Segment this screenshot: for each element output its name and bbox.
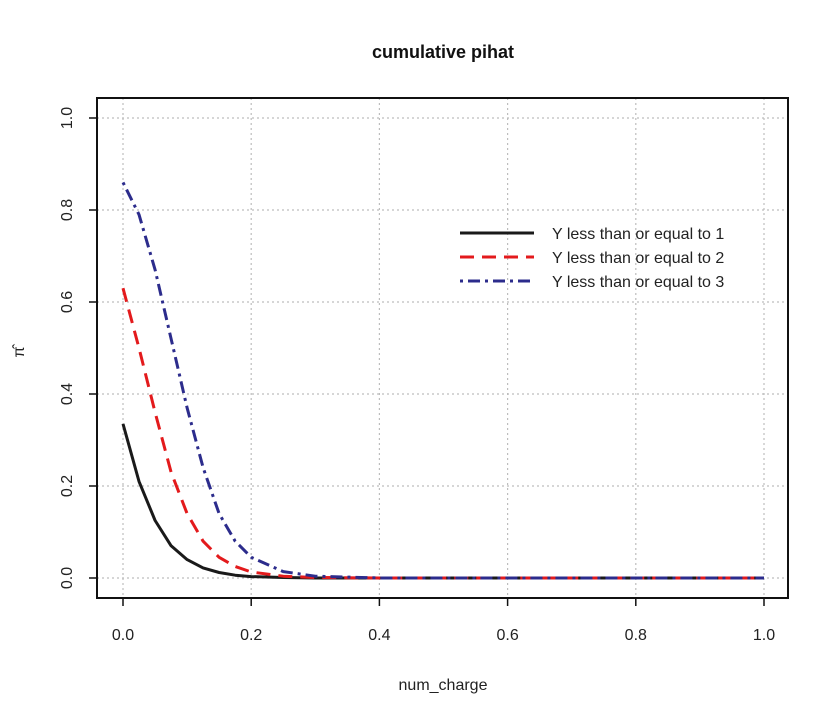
series-line-2: [121, 287, 764, 580]
x-tick-label: 0.6: [496, 627, 518, 644]
series-line-3: [121, 181, 764, 580]
x-tick-label: 0.0: [112, 627, 134, 644]
y-tick-label: 0.2: [59, 475, 76, 497]
y-tick-label: 0.0: [59, 567, 76, 589]
y-axis: 0.0 0.2 0.4 0.6 0.8 1.0: [59, 107, 97, 589]
x-axis-label: num_charge: [399, 677, 488, 694]
chart-title: cumulative pihat: [372, 42, 514, 62]
series-line-1: [121, 423, 764, 580]
y-tick-label: 1.0: [59, 107, 76, 129]
legend-label-2: Y less than or equal to 2: [552, 250, 724, 267]
plot-frame: [96, 97, 789, 599]
x-tick-label: 0.4: [368, 627, 390, 644]
legend: Y less than or equal to 1 Y less than or …: [460, 226, 724, 291]
y-axis-label: π̂: [11, 343, 28, 357]
x-axis: 0.0 0.2 0.4 0.6 0.8 1.0: [112, 598, 775, 644]
y-tick-label: 0.8: [59, 199, 76, 221]
y-tick-label: 0.6: [59, 291, 76, 313]
grid: [97, 98, 788, 598]
y-tick-label: 0.4: [59, 383, 76, 405]
x-tick-label: 0.2: [240, 627, 262, 644]
x-tick-label: 1.0: [753, 627, 775, 644]
legend-label-3: Y less than or equal to 3: [552, 274, 724, 291]
x-tick-label: 0.8: [625, 627, 647, 644]
legend-label-1: Y less than or equal to 1: [552, 226, 724, 243]
plot-lines: [121, 181, 764, 580]
